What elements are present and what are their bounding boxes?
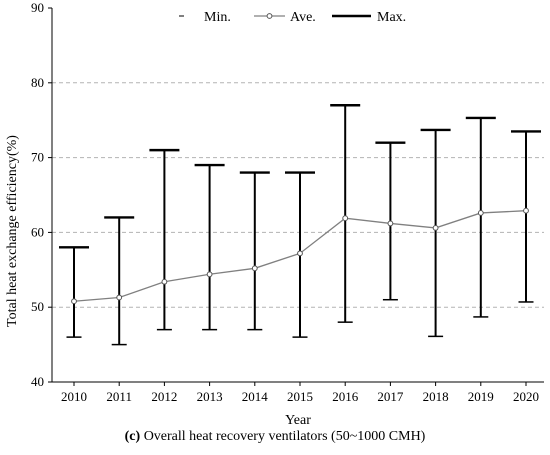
average-point	[342, 215, 349, 222]
x-tick-label: 2010	[61, 389, 87, 404]
average-point	[161, 278, 168, 285]
legend: Min. Ave. Max.	[179, 10, 406, 25]
x-tick-label: 2015	[287, 389, 313, 404]
figure-caption: (c) Overall heat recovery ventilators (5…	[0, 429, 550, 445]
x-tick-label: 2012	[151, 389, 177, 404]
average-line	[71, 207, 529, 305]
x-tick-label: 2019	[468, 389, 494, 404]
x-axis-label: Year	[285, 413, 311, 428]
y-tick-label: 80	[31, 75, 44, 90]
average-point	[297, 250, 303, 257]
y-tick-label: 70	[31, 150, 44, 165]
x-tick-label: 2014	[242, 389, 269, 404]
legend-min-label: Min.	[204, 10, 231, 25]
average-point	[251, 265, 258, 272]
x-tick-label: 2020	[513, 389, 539, 404]
average-point	[477, 210, 484, 216]
y-axis-label: Total heat exchange efficiency(%)	[5, 135, 20, 327]
axes: 40 50 60 70 80 90 2010 2011 2012 2013 2014 2015 2016…	[31, 0, 544, 404]
average-point	[71, 298, 77, 305]
chart: 40 50 60 70 80 90 2010 2011 2012 2013 2014 2015 2016…	[5, 0, 544, 428]
average-point	[206, 271, 213, 278]
y-tick-label: 60	[31, 224, 44, 239]
y-tick-label: 90	[31, 0, 44, 15]
average-point	[523, 207, 529, 214]
x-tick-label: 2018	[423, 389, 449, 404]
average-point	[116, 294, 123, 301]
error-bars	[59, 104, 541, 346]
x-tick-label: 2011	[106, 389, 132, 404]
x-tick-label: 2016	[332, 389, 359, 404]
grid-lines	[52, 82, 544, 308]
caption-label: (c)	[124, 429, 141, 444]
x-tick-label: 2017	[377, 389, 404, 404]
y-tick-label: 40	[31, 374, 44, 389]
average-point	[387, 220, 394, 227]
legend-ave-label: Ave.	[290, 10, 316, 25]
caption-text: Overall heat recovery ventilators (50~10…	[140, 429, 426, 444]
legend-ave-marker	[266, 13, 273, 19]
x-tick-label: 2013	[197, 389, 223, 404]
y-tick-label: 50	[31, 299, 44, 314]
legend-max-label: Max.	[377, 10, 406, 25]
average-point	[432, 225, 439, 231]
